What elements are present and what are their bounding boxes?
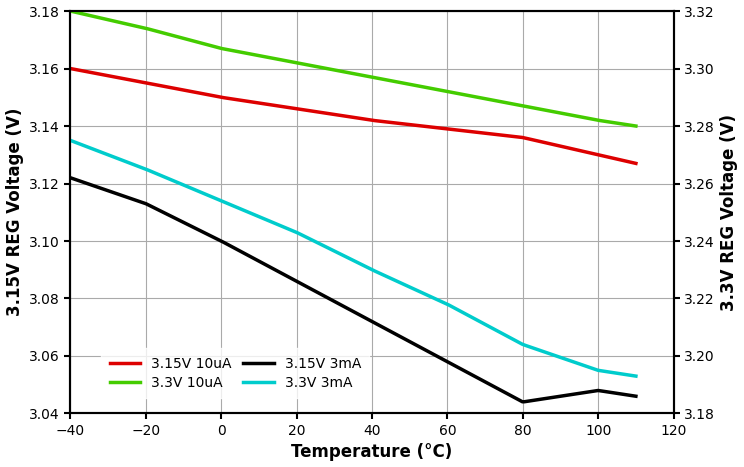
Y-axis label: 3.15V REG Voltage (V): 3.15V REG Voltage (V) (5, 108, 24, 317)
3.15V 10uA (542, 140, 551, 146)
3.15V 10uA (68, 66, 77, 72)
3.3V 10uA (68, 9, 77, 14)
3.15V 10uA (401, 121, 410, 127)
3.3V 3mA (403, 283, 411, 289)
3.15V 10uA (66, 66, 75, 71)
3.3V 3mA (632, 373, 641, 379)
3.3V 10uA (579, 114, 588, 120)
3.15V 3mA (403, 337, 411, 343)
Line: 3.15V 3mA: 3.15V 3mA (71, 178, 636, 402)
3.15V 10uA (412, 122, 421, 128)
3.15V 10uA (632, 161, 641, 166)
3.15V 3mA (518, 399, 527, 404)
3.3V 10uA (66, 8, 75, 14)
3.3V 10uA (401, 81, 410, 86)
3.3V 10uA (632, 123, 641, 129)
3.3V 3mA (66, 138, 75, 143)
3.15V 10uA (403, 121, 411, 127)
Line: 3.3V 10uA: 3.3V 10uA (71, 11, 636, 126)
3.15V 3mA (632, 393, 641, 399)
3.15V 3mA (412, 342, 421, 348)
3.3V 10uA (412, 83, 421, 88)
3.15V 3mA (66, 175, 75, 181)
3.15V 3mA (580, 390, 589, 396)
3.3V 10uA (403, 81, 411, 87)
3.3V 3mA (542, 350, 551, 355)
3.15V 10uA (579, 149, 588, 154)
Line: 3.3V 3mA: 3.3V 3mA (71, 141, 636, 376)
3.15V 3mA (545, 395, 554, 401)
Legend: 3.15V 10uA, 3.3V 10uA, 3.15V 3mA, 3.3V 3mA: 3.15V 10uA, 3.3V 10uA, 3.15V 3mA, 3.3V 3… (101, 348, 370, 398)
3.3V 10uA (542, 108, 551, 113)
3.3V 3mA (579, 362, 588, 368)
3.3V 3mA (401, 282, 410, 288)
Line: 3.15V 10uA: 3.15V 10uA (71, 69, 636, 163)
X-axis label: Temperature (°C): Temperature (°C) (292, 444, 452, 461)
3.15V 3mA (401, 336, 410, 342)
3.3V 3mA (412, 287, 421, 293)
Y-axis label: 3.3V REG Voltage (V): 3.3V REG Voltage (V) (720, 114, 739, 311)
3.15V 3mA (68, 176, 77, 181)
3.3V 3mA (68, 138, 77, 144)
